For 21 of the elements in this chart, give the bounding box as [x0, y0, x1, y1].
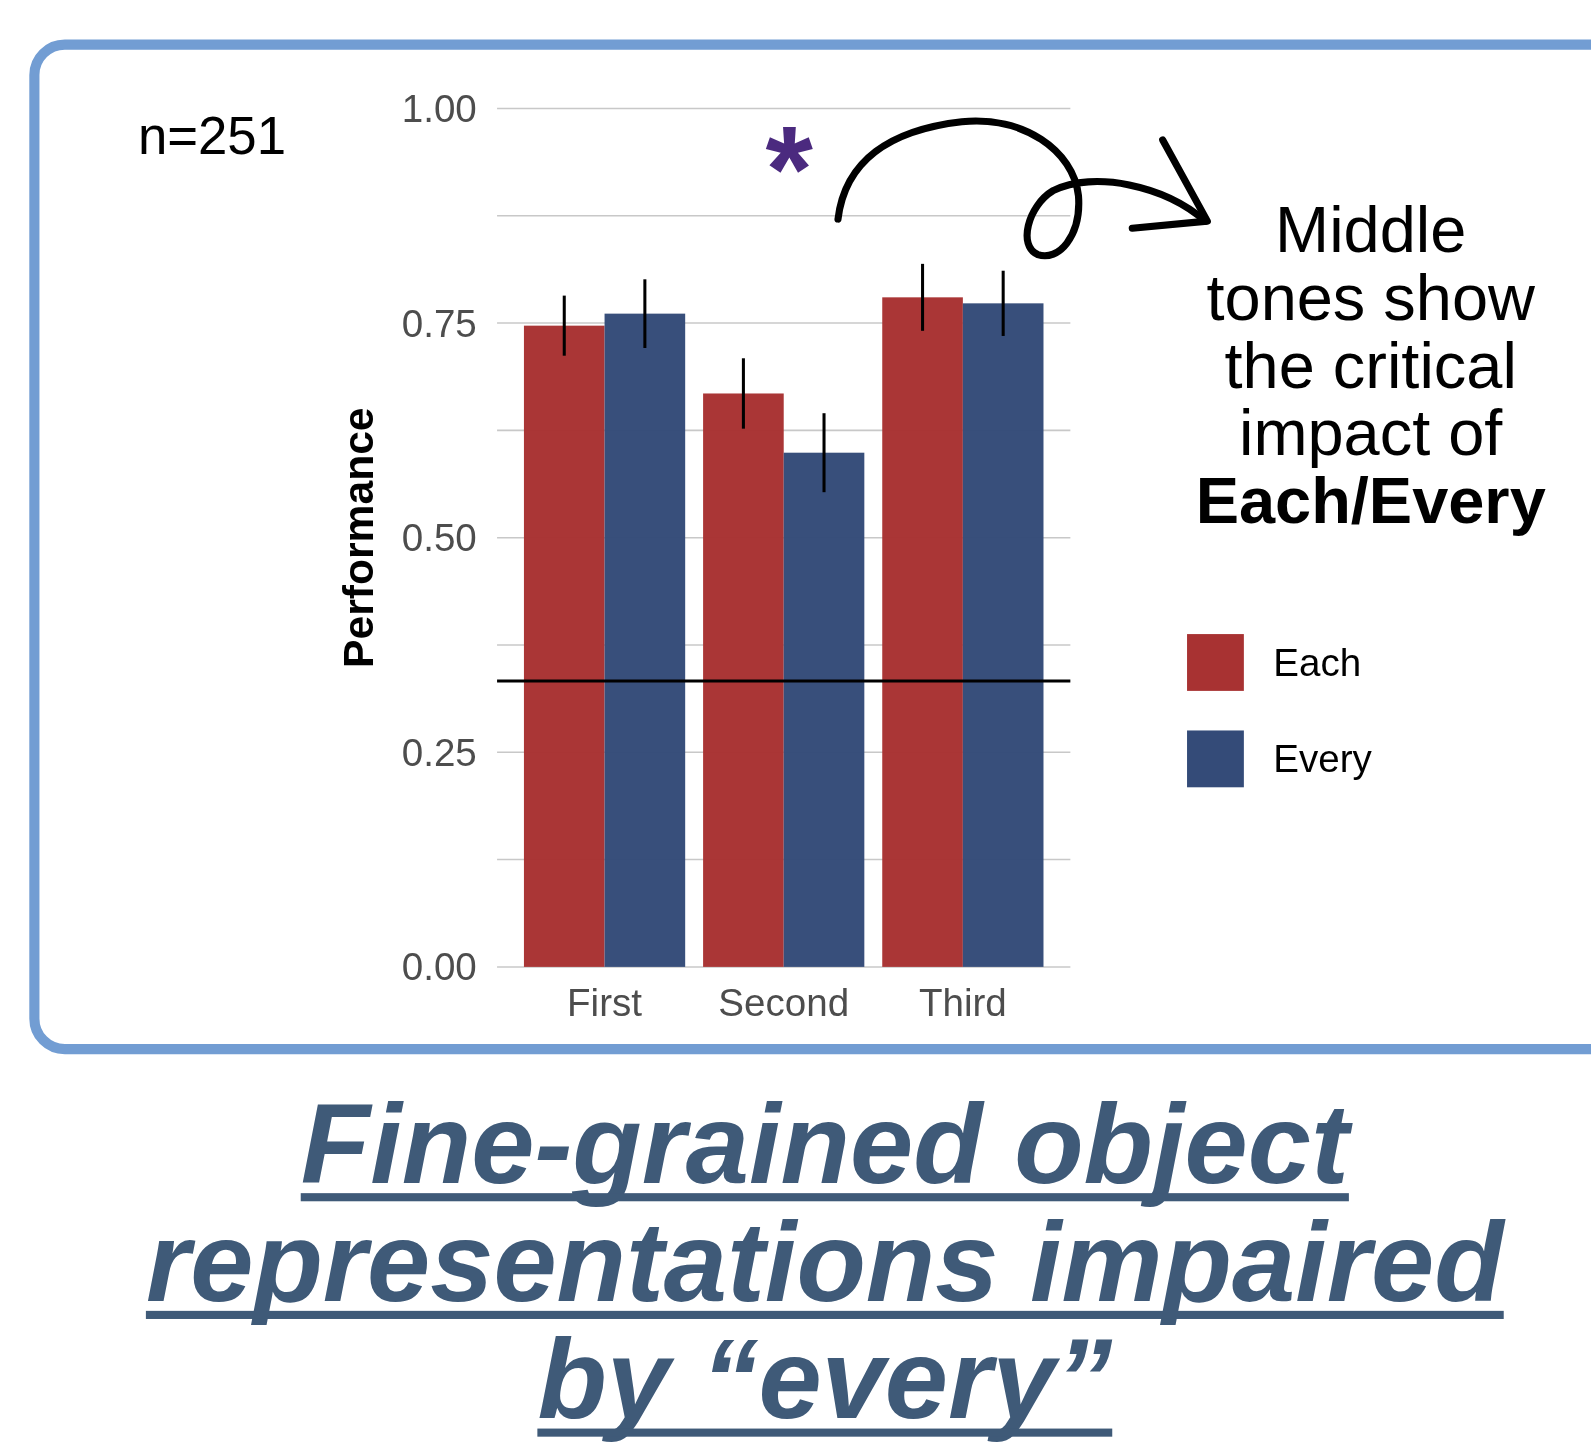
y-tick-label: 0.00: [401, 945, 477, 989]
bar: [962, 303, 1044, 967]
bar: [703, 393, 784, 967]
bar: [882, 297, 963, 967]
text: Middle tones show the critical impact of: [1206, 192, 1537, 470]
legend-label: Every: [1273, 737, 1373, 781]
x-tick-label: Second: [718, 980, 850, 1024]
text: Fine-grained object representations impaired by “every”: [146, 1080, 1507, 1443]
y-tick-label: 0.75: [401, 301, 477, 345]
text: n=251: [137, 106, 287, 166]
annotation: *: [765, 100, 814, 237]
y-axis-title: Performance: [334, 407, 383, 668]
x-tick-label: Third: [918, 980, 1007, 1024]
bar: [783, 452, 865, 967]
y-tick-label: 0.25: [401, 730, 477, 774]
x-tick-label: First: [567, 980, 643, 1024]
bar: [604, 313, 686, 967]
legend-label: Each: [1273, 640, 1362, 684]
bar: [523, 325, 605, 967]
y-tick-label: 1.00: [401, 86, 477, 130]
y-tick-label: 0.50: [401, 516, 477, 560]
